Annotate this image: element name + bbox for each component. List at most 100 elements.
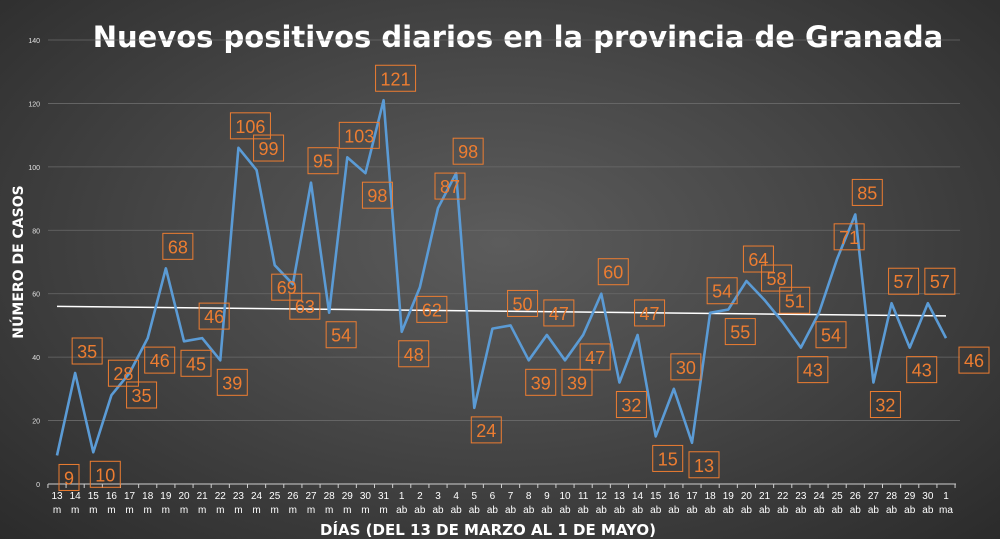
data-label-text: 60 (603, 263, 623, 283)
data-label: 57 (924, 267, 956, 295)
x-tick-label: 15 (88, 491, 100, 502)
x-tick-label-month: m (107, 505, 115, 516)
data-label-text: 30 (676, 358, 696, 378)
data-label: 46 (144, 346, 176, 374)
x-tick-label: 23 (233, 491, 245, 502)
x-tick-label: 17 (124, 491, 136, 502)
x-tick-label-month: ab (759, 505, 771, 516)
data-label-text: 95 (313, 152, 333, 172)
x-tick-label-month: m (198, 505, 206, 516)
data-label-box (634, 299, 666, 327)
data-label: 50 (507, 289, 539, 317)
x-tick-label-month: m (234, 505, 242, 516)
data-label-text: 43 (912, 361, 932, 381)
data-label: 45 (180, 349, 212, 377)
data-label-box (851, 178, 883, 206)
data-label: 63 (289, 292, 321, 320)
data-label: 54 (815, 321, 847, 349)
data-label-box (615, 391, 647, 419)
data-label-box (742, 245, 774, 273)
x-tick-label: 22 (777, 491, 789, 502)
data-label: 39 (525, 368, 557, 396)
data-label-text: 46 (150, 351, 170, 371)
data-label-box (253, 134, 285, 162)
data-label: 13 (688, 451, 720, 479)
data-label-text: 28 (113, 364, 133, 384)
data-label: 9 (58, 463, 80, 491)
x-tick-label-month: m (180, 505, 188, 516)
x-tick-label-month: ab (686, 505, 698, 516)
data-label-text: 87 (440, 177, 460, 197)
x-tick-label-month: ab (541, 505, 553, 516)
data-label: 47 (579, 343, 611, 371)
x-tick-label-month: ab (650, 505, 662, 516)
x-tick-label: 14 (632, 491, 644, 502)
data-label-text: 35 (77, 342, 97, 362)
x-tick-label: 11 (578, 491, 589, 502)
x-tick-label: 8 (526, 491, 532, 502)
data-label-box (216, 368, 248, 396)
x-tick-label-month: ab (487, 505, 499, 516)
data-label: 46 (958, 346, 990, 374)
data-label-box (833, 223, 865, 251)
data-label-text: 121 (381, 69, 411, 89)
data-label: 121 (375, 64, 417, 92)
data-label-text: 58 (767, 269, 787, 289)
x-tick-label: 30 (922, 491, 934, 502)
data-label-box (958, 346, 990, 374)
data-label-text: 13 (694, 456, 714, 476)
x-tick-label: 12 (596, 491, 608, 502)
x-tick-label-month: m (379, 505, 387, 516)
data-label-box (815, 321, 847, 349)
data-label-box (688, 451, 720, 479)
y-tick-labels: 0 20 40 60 80 100 120 140 (28, 38, 40, 489)
data-label: 28 (107, 359, 139, 387)
y-axis-label: NÚMERO DE CASOS (9, 185, 27, 338)
x-tick-label: 18 (142, 491, 154, 502)
data-label-box (289, 292, 321, 320)
x-tick-label-month: m (325, 505, 333, 516)
x-tick-label: 17 (686, 491, 698, 502)
x-axis-label: DÍAS (DEL 13 DE MARZO AL 1 DE MAYO) (320, 520, 656, 539)
x-tick-label-month: m (89, 505, 97, 516)
data-label-text: 35 (132, 386, 152, 406)
data-label: 43 (797, 356, 829, 384)
x-tick-label-month: ab (813, 505, 825, 516)
gridlines (48, 39, 960, 485)
data-label-text: 71 (839, 228, 859, 248)
data-label-box (434, 172, 466, 200)
x-tick-label-month: ab (922, 505, 934, 516)
x-tick-label-month: ab (614, 505, 626, 516)
x-tick-label: 20 (178, 491, 190, 502)
data-label-box (869, 391, 901, 419)
x-tick-label: 31 (378, 491, 390, 502)
data-label-text: 47 (585, 348, 605, 368)
data-label-box (797, 356, 829, 384)
x-tick-label-month: ab (668, 505, 680, 516)
data-label-box (779, 286, 811, 314)
data-label: 95 (307, 147, 339, 175)
y-tick-label: 80 (32, 228, 40, 235)
data-label-text: 32 (621, 396, 641, 416)
data-labels: 9351028354668454639106996963955410398121… (58, 64, 990, 491)
data-label-box (325, 321, 357, 349)
data-label: 30 (670, 353, 702, 381)
trendline (56, 305, 947, 317)
data-label-box (361, 181, 393, 209)
data-label-box (307, 147, 339, 175)
x-tick-label-month: m (361, 505, 369, 516)
y-tick-label: 60 (32, 292, 40, 299)
x-tick-label-month: m (252, 505, 260, 516)
x-tick-label: 28 (886, 491, 898, 502)
data-label-box (906, 356, 938, 384)
data-label: 10 (89, 460, 121, 488)
data-label: 106 (229, 112, 271, 140)
data-label-box (597, 258, 629, 286)
data-label: 87 (434, 172, 466, 200)
x-tick-label: 27 (305, 491, 317, 502)
x-tick-label: 3 (435, 491, 441, 502)
data-label-box (271, 273, 303, 301)
data-label-text: 54 (712, 282, 732, 302)
data-label: 35 (126, 381, 158, 409)
x-tick-label: 21 (197, 491, 209, 502)
